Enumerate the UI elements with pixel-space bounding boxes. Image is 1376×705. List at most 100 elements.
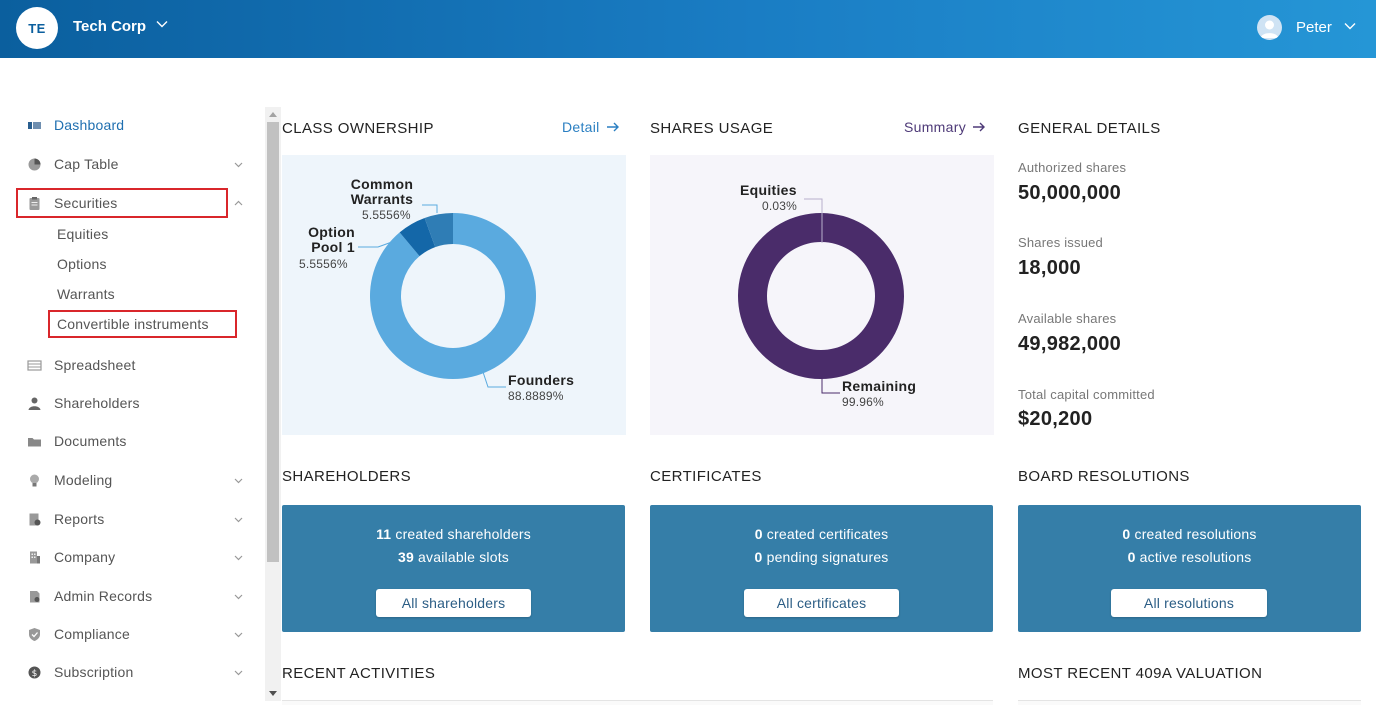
sidebar-item-label: Company: [54, 549, 116, 565]
shield-check-icon: [29, 627, 40, 641]
sidebar-item-label: Compliance: [54, 626, 130, 642]
summary-link[interactable]: Summary: [904, 119, 986, 135]
scroll-up-icon[interactable]: [269, 112, 277, 117]
detail-link-label: Detail: [562, 119, 600, 135]
valuation-title: MOST RECENT 409A VALUATION: [1018, 665, 1263, 682]
shares-usage-donut-chart: [737, 198, 904, 394]
sidebar-item-reports[interactable]: Reports: [0, 504, 260, 534]
sidebar-item-label: Spreadsheet: [54, 357, 136, 373]
donut-slice-option-pool-1[interactable]: [399, 218, 436, 257]
all-certificates-button[interactable]: All certificates: [744, 589, 899, 617]
chart-label-founders: Founders: [508, 372, 575, 388]
org-avatar[interactable]: TE: [16, 7, 58, 49]
dollar-icon: $: [28, 666, 41, 679]
sidebar: Dashboard Cap Table Securities Equities …: [0, 58, 265, 705]
shares-issued-label: Shares issued: [1018, 235, 1103, 250]
sidebar-subitem-convertible-instruments[interactable]: Convertible instruments: [57, 316, 209, 332]
folder-icon: [28, 437, 41, 446]
chevron-down-icon[interactable]: [155, 17, 169, 31]
sidebar-item-shareholders[interactable]: Shareholders: [0, 388, 260, 418]
scroll-thumb[interactable]: [267, 122, 279, 562]
user-avatar-icon[interactable]: [1257, 15, 1282, 40]
class-ownership-chart-panel: Common Warrants 5.5556% Option Pool 1 5.…: [282, 155, 626, 435]
certificates-title: CERTIFICATES: [650, 468, 762, 485]
chevron-up-icon: [234, 200, 243, 205]
general-details-title: GENERAL DETAILS: [1018, 120, 1161, 137]
sidebar-item-label: Modeling: [54, 472, 113, 488]
sidebar-item-dashboard[interactable]: Dashboard: [0, 110, 260, 140]
sidebar-item-spreadsheet[interactable]: Spreadsheet: [0, 350, 260, 380]
card-line-slots: 39 available slots: [397, 549, 509, 565]
total-capital-value: $20,200: [1018, 408, 1093, 430]
highlight-convertible-instruments: [48, 310, 237, 338]
board-resolutions-title: BOARD RESOLUTIONS: [1018, 468, 1190, 485]
recent-activities-panel: [282, 700, 993, 705]
sidebar-item-company[interactable]: Company: [0, 542, 260, 572]
building-icon: [30, 551, 40, 563]
card-line-created: 0 created resolutions: [1122, 526, 1257, 542]
chevron-down-icon: [234, 670, 243, 675]
sidebar-item-cap-table[interactable]: Cap Table: [0, 149, 260, 179]
org-name[interactable]: Tech Corp: [73, 18, 147, 35]
detail-link[interactable]: Detail: [562, 119, 620, 135]
shareholders-title: SHAREHOLDERS: [282, 468, 411, 485]
sidebar-item-label: Shareholders: [54, 395, 140, 411]
chart-pct-option-pool: 5.5556%: [299, 257, 348, 271]
donut-slice-common-warrants[interactable]: [424, 213, 453, 248]
sidebar-subitem-options[interactable]: Options: [57, 256, 107, 272]
available-shares-label: Available shares: [1018, 311, 1117, 326]
leader-line-equities: [804, 198, 823, 243]
all-resolutions-button[interactable]: All resolutions: [1111, 589, 1267, 617]
arrow-right-icon: [973, 122, 985, 132]
chart-pct-common-warrants: 5.5556%: [362, 208, 411, 222]
sidebar-item-securities[interactable]: Securities: [0, 188, 260, 218]
chart-pct-founders: 88.8889%: [508, 389, 564, 403]
shares-usage-title: SHARES USAGE: [650, 120, 774, 137]
shareholders-card: 11 created shareholders 39 available slo…: [282, 505, 625, 632]
sidebar-subitem-warrants[interactable]: Warrants: [57, 286, 115, 302]
chevron-down-icon: [234, 517, 243, 522]
authorized-shares-value: 50,000,000: [1018, 182, 1122, 204]
class-ownership-title: CLASS OWNERSHIP: [282, 120, 434, 137]
sidebar-item-modeling[interactable]: Modeling: [0, 465, 260, 495]
sidebar-item-label: Cap Table: [54, 156, 119, 172]
chevron-down-icon: [234, 594, 243, 599]
donut-slice-remaining[interactable]: [737, 212, 904, 379]
chevron-down-icon: [234, 478, 243, 483]
donut-slice-founders[interactable]: [370, 213, 536, 379]
sidebar-item-label: Securities: [54, 195, 118, 211]
svg-text:$: $: [32, 669, 38, 679]
sidebar-item-subscription[interactable]: $ Subscription: [0, 657, 260, 687]
admin-icon: [30, 590, 40, 602]
chevron-down-icon: [234, 632, 243, 637]
chart-label-option-pool: Option Pool 1: [308, 224, 355, 255]
sidebar-subitem-equities[interactable]: Equities: [57, 226, 109, 242]
person-icon: [28, 397, 41, 410]
chart-label-equities: Equities: [740, 182, 797, 198]
dashboard-icon: [28, 121, 41, 129]
authorized-shares-label: Authorized shares: [1018, 160, 1127, 175]
user-name[interactable]: Peter: [1296, 19, 1332, 36]
chart-label-remaining: Remaining: [842, 378, 917, 394]
table-icon: [27, 359, 42, 371]
sidebar-item-label: Dashboard: [54, 117, 125, 133]
total-capital-label: Total capital committed: [1018, 387, 1155, 402]
leader-line-common-warrants: [422, 204, 438, 213]
chevron-down-icon: [234, 162, 243, 167]
resolutions-card: 0 created resolutions 0 active resolutio…: [1018, 505, 1361, 632]
sidebar-item-label: Documents: [54, 433, 127, 449]
sidebar-item-label: Reports: [54, 511, 105, 527]
shares-usage-chart-panel: Equities 0.03% Remaining 99.96%: [650, 155, 994, 435]
sidebar-item-label: Subscription: [54, 664, 134, 680]
chevron-down-icon[interactable]: [1343, 19, 1357, 33]
sidebar-item-compliance[interactable]: Compliance: [0, 619, 260, 649]
certificates-card: 0 created certificates 0 pending signatu…: [650, 505, 993, 632]
sidebar-scrollbar[interactable]: [265, 107, 281, 701]
available-shares-value: 49,982,000: [1018, 333, 1122, 355]
sidebar-item-admin-records[interactable]: Admin Records: [0, 581, 260, 611]
sidebar-item-documents[interactable]: Documents: [0, 426, 260, 456]
recent-activities-title: RECENT ACTIVITIES: [282, 665, 436, 682]
all-shareholders-button[interactable]: All shareholders: [376, 589, 531, 617]
pie-chart-icon: [28, 158, 41, 170]
scroll-down-icon[interactable]: [269, 691, 277, 696]
